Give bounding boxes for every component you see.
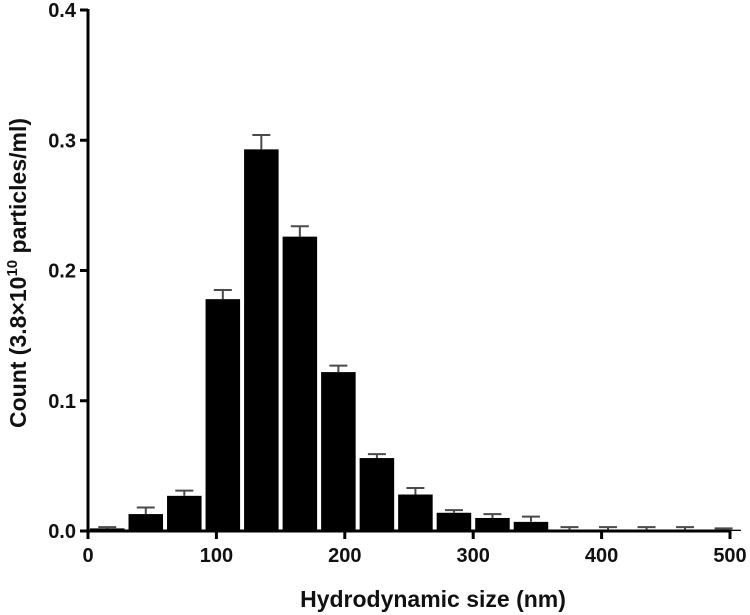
y-tick-label-0: 0.0 [48,521,76,543]
plot-area: 0.0 0.1 0.2 0.3 0.4 0 100 200 300 400 500 [48,0,747,567]
bar-10 [475,517,510,531]
bar-7 [359,458,395,531]
x-tick-label-3: 300 [457,545,490,567]
bar-9 [436,512,472,531]
bar-8 [398,494,433,531]
y-axis-title: Count (3.8×1010 particles/ml) [4,118,31,428]
y-tick-label-2: 0.2 [48,261,76,283]
bar-2 [167,495,202,531]
y-axis-title-suffix: particles/ml) [5,118,31,260]
y-axis-title-exponent: 10 [4,260,21,277]
y-axis-title-prefix: Count (3.8×10 [5,277,31,428]
x-axis-title: Hydrodynamic size (nm) [300,586,566,612]
y-tick-label-3: 0.3 [48,130,76,152]
x-tick-label-1: 100 [200,545,233,567]
bar-3 [205,299,241,531]
y-tick-label-1: 0.1 [48,391,76,413]
x-tick-label-5: 500 [713,545,746,567]
y-tick-label-4: 0.4 [48,0,77,22]
x-tick-label-2: 200 [328,545,361,567]
x-tick-label-0: 0 [82,545,93,567]
bar-6 [321,372,356,531]
bar-1 [128,514,164,531]
x-tick-label-4: 400 [585,545,618,567]
bar-4 [244,149,279,531]
bar-5 [282,236,318,531]
bar-11 [513,521,549,531]
